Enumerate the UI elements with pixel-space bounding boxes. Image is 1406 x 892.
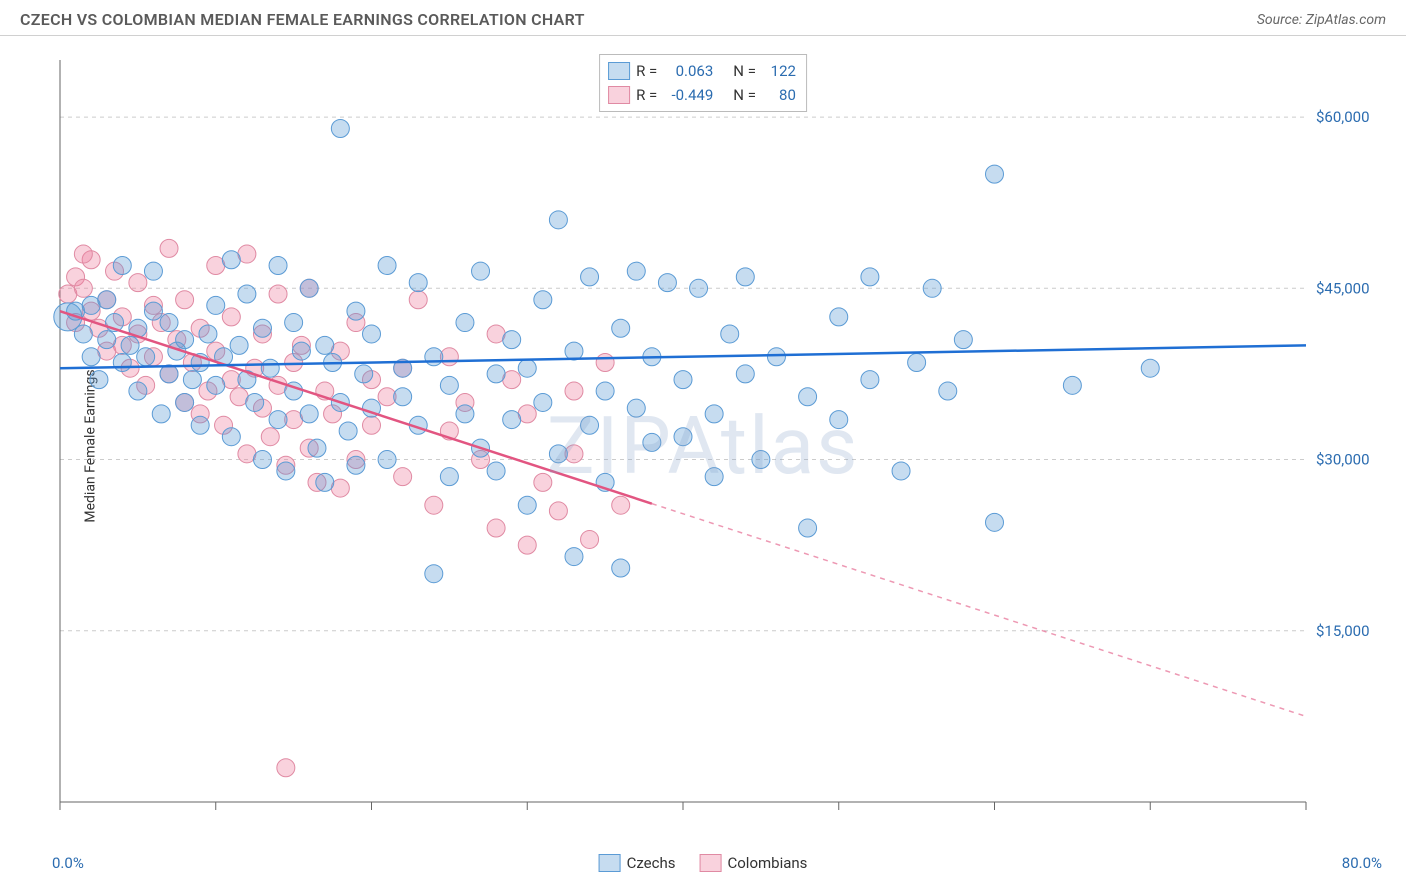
x-axis-min: 0.0% (52, 854, 84, 872)
legend-row-pink: R = -0.449 N = 80 (608, 83, 796, 107)
svg-text:$30,000: $30,000 (1316, 451, 1370, 469)
correlation-legend: R = 0.063 N = 122 R = -0.449 N = 80 (599, 54, 807, 112)
legend-item-czechs: Czechs (599, 854, 676, 872)
chart-title: CZECH VS COLOMBIAN MEDIAN FEMALE EARNING… (20, 10, 585, 29)
source-label: Source: ZipAtlas.com (1257, 12, 1386, 28)
svg-text:$60,000: $60,000 (1316, 108, 1370, 126)
x-axis-max: 80.0% (1342, 854, 1382, 872)
svg-text:$15,000: $15,000 (1316, 622, 1370, 640)
plot-area: $15,000 $30,000 $45,000 $60,000 (50, 50, 1386, 832)
legend-item-colombians: Colombians (699, 854, 807, 872)
series-legend: Czechs Colombians (599, 854, 808, 872)
legend-row-blue: R = 0.063 N = 122 (608, 59, 796, 83)
svg-text:$45,000: $45,000 (1316, 279, 1370, 297)
